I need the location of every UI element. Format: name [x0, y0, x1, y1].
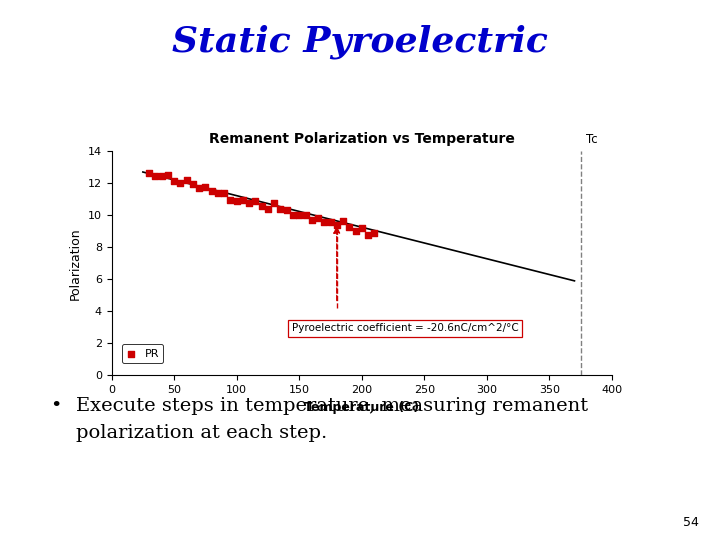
PR — [194, 184, 205, 193]
PR — [269, 199, 280, 208]
PR — [181, 176, 192, 184]
PR — [369, 228, 380, 237]
PR — [318, 217, 330, 226]
Legend: PR: PR — [122, 344, 163, 363]
PR — [187, 179, 199, 188]
PR — [156, 171, 167, 180]
PR — [143, 168, 155, 177]
Text: Pyroelectric coefficient = -20.6nC/cm^2/°C: Pyroelectric coefficient = -20.6nC/cm^2/… — [292, 323, 518, 333]
PR — [356, 224, 367, 232]
Y-axis label: Polarization: Polarization — [69, 227, 82, 300]
PR — [362, 230, 374, 239]
PR — [256, 201, 268, 210]
Text: •: • — [50, 397, 62, 415]
PR — [175, 178, 186, 187]
PR — [168, 177, 180, 185]
PR — [231, 197, 243, 205]
Title: Remanent Polarization vs Temperature: Remanent Polarization vs Temperature — [209, 132, 515, 146]
PR — [243, 198, 255, 207]
PR — [294, 211, 305, 219]
PR — [287, 211, 299, 220]
PR — [262, 204, 274, 213]
PR — [218, 189, 230, 198]
PR — [300, 211, 311, 219]
PR — [337, 216, 348, 225]
PR — [281, 206, 292, 214]
Text: 54: 54 — [683, 516, 698, 529]
Text: polarization at each step.: polarization at each step. — [76, 424, 327, 442]
PR — [225, 195, 236, 204]
PR — [199, 183, 211, 192]
PR — [343, 222, 355, 231]
PR — [237, 195, 248, 204]
PR — [312, 213, 324, 222]
X-axis label: Temperature (C): Temperature (C) — [305, 401, 419, 414]
Text: Execute steps in temperature, measuring remanent: Execute steps in temperature, measuring … — [76, 397, 588, 415]
Text: Tc: Tc — [586, 133, 598, 146]
PR — [150, 172, 161, 180]
PR — [350, 226, 361, 235]
PR — [331, 220, 343, 229]
PR — [206, 187, 217, 196]
PR — [306, 215, 318, 224]
PR — [162, 171, 174, 179]
PR — [325, 218, 336, 227]
PR — [250, 197, 261, 206]
Text: Static Pyroelectric: Static Pyroelectric — [172, 24, 548, 59]
PR — [275, 205, 287, 213]
PR — [212, 189, 224, 198]
